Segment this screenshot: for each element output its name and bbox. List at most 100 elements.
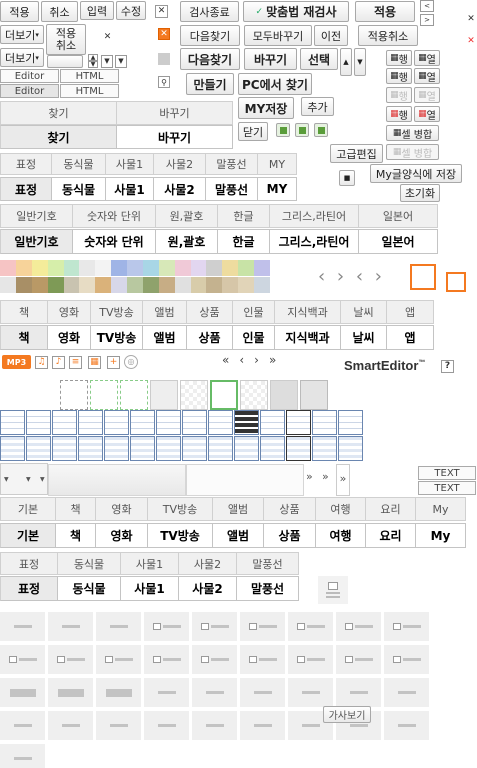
apply-spell-button[interactable]: 적용	[355, 1, 415, 22]
layout-template-option[interactable]	[240, 711, 285, 740]
tab-replace[interactable]: 바꾸기	[117, 101, 233, 125]
calendar-icon[interactable]: ▦	[88, 356, 101, 369]
preview-button[interactable]: 가사보기	[323, 706, 371, 723]
table-style-option[interactable]	[130, 436, 155, 461]
tab-sticker-active[interactable]: 사물2	[154, 177, 206, 201]
orange-square-large-icon[interactable]	[410, 264, 436, 290]
tab-category-active[interactable]: 기본	[0, 523, 56, 548]
layout-template-option[interactable]	[48, 711, 93, 740]
tab-category[interactable]: 책	[56, 497, 96, 521]
layout-template-option[interactable]	[48, 612, 93, 641]
tab-content[interactable]: TV방송	[91, 300, 143, 324]
color-swatch[interactable]	[63, 260, 80, 276]
tab-symbol[interactable]: 원,괄호	[156, 204, 218, 228]
insert-col-button[interactable]: ▦ 열	[414, 50, 440, 66]
apply-cancel-button[interactable]: 적용 취소	[46, 24, 86, 55]
tab-content[interactable]: 지식백과	[275, 300, 341, 324]
layout-template-option[interactable]	[192, 645, 237, 674]
frame-style-option[interactable]	[60, 380, 88, 410]
color-swatch[interactable]	[0, 260, 16, 276]
color-swatch[interactable]	[15, 277, 32, 293]
color-swatch[interactable]	[190, 260, 207, 276]
replace-all-button[interactable]: 모두바꾸기	[244, 25, 312, 46]
list-icon[interactable]: ≡	[69, 356, 82, 369]
frame-style-option[interactable]	[30, 380, 58, 410]
nav-arrows-icon[interactable]: ‹ › ‹ ›	[318, 266, 385, 287]
tab-content[interactable]: 앱	[387, 300, 434, 324]
tab-symbol-active[interactable]: 일본어	[359, 229, 438, 254]
color-swatch[interactable]	[79, 260, 96, 276]
dropdown-box[interactable]	[47, 55, 83, 68]
tab-category[interactable]: My	[416, 497, 466, 521]
tab-category-active[interactable]: 상품	[264, 523, 316, 548]
tab-content-active[interactable]: 책	[0, 325, 48, 350]
color-swatch[interactable]	[158, 260, 175, 276]
tab-content-active[interactable]: 앱	[387, 325, 434, 350]
frame-style-option[interactable]	[120, 380, 148, 410]
layout-template-option[interactable]	[240, 612, 285, 641]
layout-template-option[interactable]	[288, 678, 333, 707]
more-button-2[interactable]: 더보기 ▾	[0, 48, 44, 67]
table-style-option[interactable]	[286, 410, 311, 435]
align-left-icon[interactable]	[276, 123, 290, 137]
layout-template-option[interactable]	[0, 678, 45, 707]
layout-template-option[interactable]	[96, 645, 141, 674]
layout-template-option[interactable]	[192, 711, 237, 740]
tab-content[interactable]: 영화	[48, 300, 91, 324]
color-swatch[interactable]	[238, 260, 254, 276]
layout-template-option[interactable]	[192, 612, 237, 641]
caret-down-icon[interactable]: ▼	[4, 476, 9, 483]
tab-content[interactable]: 인물	[233, 300, 275, 324]
tab-sticker[interactable]: 동식물	[58, 552, 121, 575]
color-swatch[interactable]	[111, 277, 127, 293]
color-swatch[interactable]	[158, 277, 175, 293]
my-save-button[interactable]: MY저장	[238, 97, 294, 119]
more-button[interactable]: 더보기 ▾	[0, 25, 44, 44]
color-swatch[interactable]	[127, 277, 143, 293]
tab-category-active[interactable]: 여행	[316, 523, 366, 548]
color-swatch[interactable]	[31, 277, 48, 293]
tab-category[interactable]: 여행	[316, 497, 366, 521]
end-search-button[interactable]: 검사종료	[180, 1, 239, 22]
table-style-option[interactable]	[26, 410, 51, 435]
layout-template-option[interactable]	[48, 678, 93, 707]
layout-template-option[interactable]	[144, 711, 189, 740]
scroll-track[interactable]	[48, 464, 186, 496]
layout-template-option[interactable]	[96, 612, 141, 641]
tab-content[interactable]: 앨범	[143, 300, 187, 324]
text-box-2[interactable]: TEXT	[418, 481, 476, 495]
layout-template-option[interactable]	[0, 711, 45, 740]
find-next-button[interactable]: 다음찾기	[180, 25, 240, 46]
orange-square-small-icon[interactable]	[446, 272, 466, 292]
tab-symbol[interactable]: 일본어	[359, 204, 438, 228]
layout-template-option[interactable]	[144, 645, 189, 674]
tab-sticker-active[interactable]: 사물1	[106, 177, 154, 201]
delete-row-button[interactable]: ▦ 행	[386, 68, 412, 84]
tab-sticker[interactable]: 동식물	[52, 153, 106, 175]
first-page-icon[interactable]: «	[222, 353, 230, 367]
layout-template-option[interactable]	[336, 645, 381, 674]
color-swatch[interactable]	[174, 277, 191, 293]
edit-button[interactable]: 수정	[116, 1, 146, 20]
color-swatch[interactable]	[127, 260, 143, 276]
align-right-icon[interactable]	[314, 123, 328, 137]
table-style-option[interactable]	[260, 436, 285, 461]
color-swatch[interactable]	[222, 260, 239, 276]
layout-template-option[interactable]	[288, 612, 333, 641]
color-swatch[interactable]	[111, 260, 127, 276]
layout-template-option[interactable]	[240, 645, 285, 674]
tab-sticker[interactable]: 표정	[0, 552, 58, 575]
select-box[interactable]	[0, 463, 48, 495]
close-icon[interactable]: ✕	[466, 14, 476, 24]
frame-style-option[interactable]	[240, 380, 268, 410]
html-tab[interactable]: HTML	[60, 69, 119, 83]
tab-symbol-active[interactable]: 그리스,라틴어	[270, 229, 359, 254]
table-style-option[interactable]	[286, 436, 311, 461]
reset-button[interactable]: 초기화	[400, 184, 440, 202]
frame-style-option[interactable]	[90, 380, 118, 410]
layout-template-option[interactable]	[384, 711, 429, 740]
table-style-option[interactable]	[312, 436, 337, 461]
tab-sticker[interactable]: 사물2	[154, 153, 206, 175]
layout-template-option[interactable]	[0, 744, 45, 768]
table-style-option[interactable]	[52, 410, 77, 435]
